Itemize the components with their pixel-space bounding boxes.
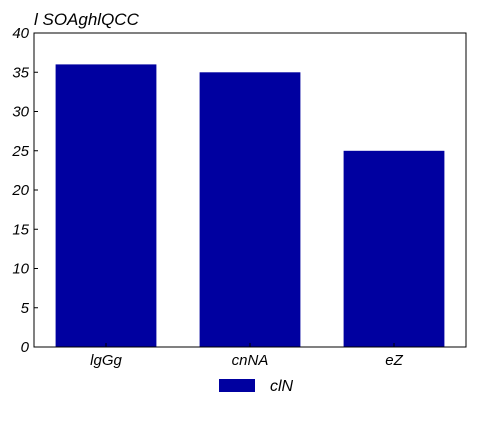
legend: clN xyxy=(219,378,294,395)
y-tick-label: 40 xyxy=(12,25,29,42)
y-tick-label: 35 xyxy=(12,64,29,81)
y-tick-label: 0 xyxy=(21,339,30,356)
legend-swatch xyxy=(219,379,255,392)
y-tick-label: 30 xyxy=(12,104,29,121)
bars-group xyxy=(55,64,445,348)
y-tick-label: 15 xyxy=(12,221,29,238)
bar-cnNA xyxy=(199,72,301,348)
x-tick-label: lgGg xyxy=(90,352,122,369)
bar-lgGg xyxy=(55,64,157,348)
y-tick-label: 10 xyxy=(12,261,29,278)
y-tick-label: 20 xyxy=(11,182,29,199)
x-axis: lgGg cnNA eZ xyxy=(90,343,404,369)
x-tick-label: eZ xyxy=(385,352,403,369)
y-tick-label: 5 xyxy=(21,300,30,317)
y-axis: 0 5 10 15 20 25 30 35 40 xyxy=(11,25,38,356)
bar-eZ xyxy=(343,150,445,348)
chart-title: l SOAghlQCC xyxy=(34,10,140,29)
legend-label: clN xyxy=(270,378,294,395)
y-tick-label: 25 xyxy=(11,143,29,160)
x-tick-label: cnNA xyxy=(232,352,269,369)
